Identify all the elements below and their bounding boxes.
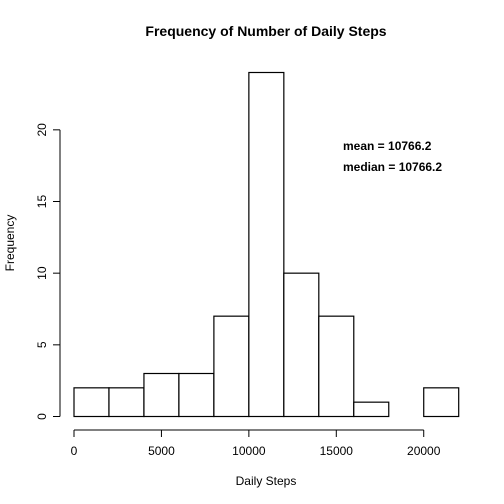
x-tick-label: 10000 xyxy=(232,444,266,458)
bar-0 xyxy=(73,387,110,418)
bar-2 xyxy=(143,372,180,418)
x-tick-label: 0 xyxy=(71,444,78,458)
bar-3 xyxy=(178,372,215,418)
x-tick-label: 20000 xyxy=(407,444,441,458)
bar-7 xyxy=(318,315,355,418)
bar-5 xyxy=(248,71,285,418)
y-tick-label: 15 xyxy=(35,195,49,209)
bar-10 xyxy=(423,387,460,418)
y-axis-label: Frequency xyxy=(3,215,17,272)
mean-annotation: mean = 10766.2 xyxy=(343,139,432,153)
x-axis: 0 5000 10000 15000 20000 xyxy=(71,429,441,458)
y-tick-label: 5 xyxy=(35,341,49,348)
y-axis: 0 5 10 15 20 xyxy=(35,123,61,420)
bar-6 xyxy=(283,272,320,418)
median-annotation: median = 10766.2 xyxy=(343,160,442,174)
y-tick-label: 20 xyxy=(35,123,49,137)
bar-1 xyxy=(108,387,145,418)
bar-8 xyxy=(353,401,390,418)
bar-4 xyxy=(213,315,250,418)
x-axis-label: Daily Steps xyxy=(236,474,297,488)
bars-group xyxy=(73,71,460,418)
x-tick-label: 5000 xyxy=(148,444,175,458)
y-tick-label: 10 xyxy=(35,266,49,280)
y-tick-label: 0 xyxy=(35,413,49,420)
x-tick-label: 15000 xyxy=(320,444,354,458)
chart-title: Frequency of Number of Daily Steps xyxy=(145,23,386,39)
